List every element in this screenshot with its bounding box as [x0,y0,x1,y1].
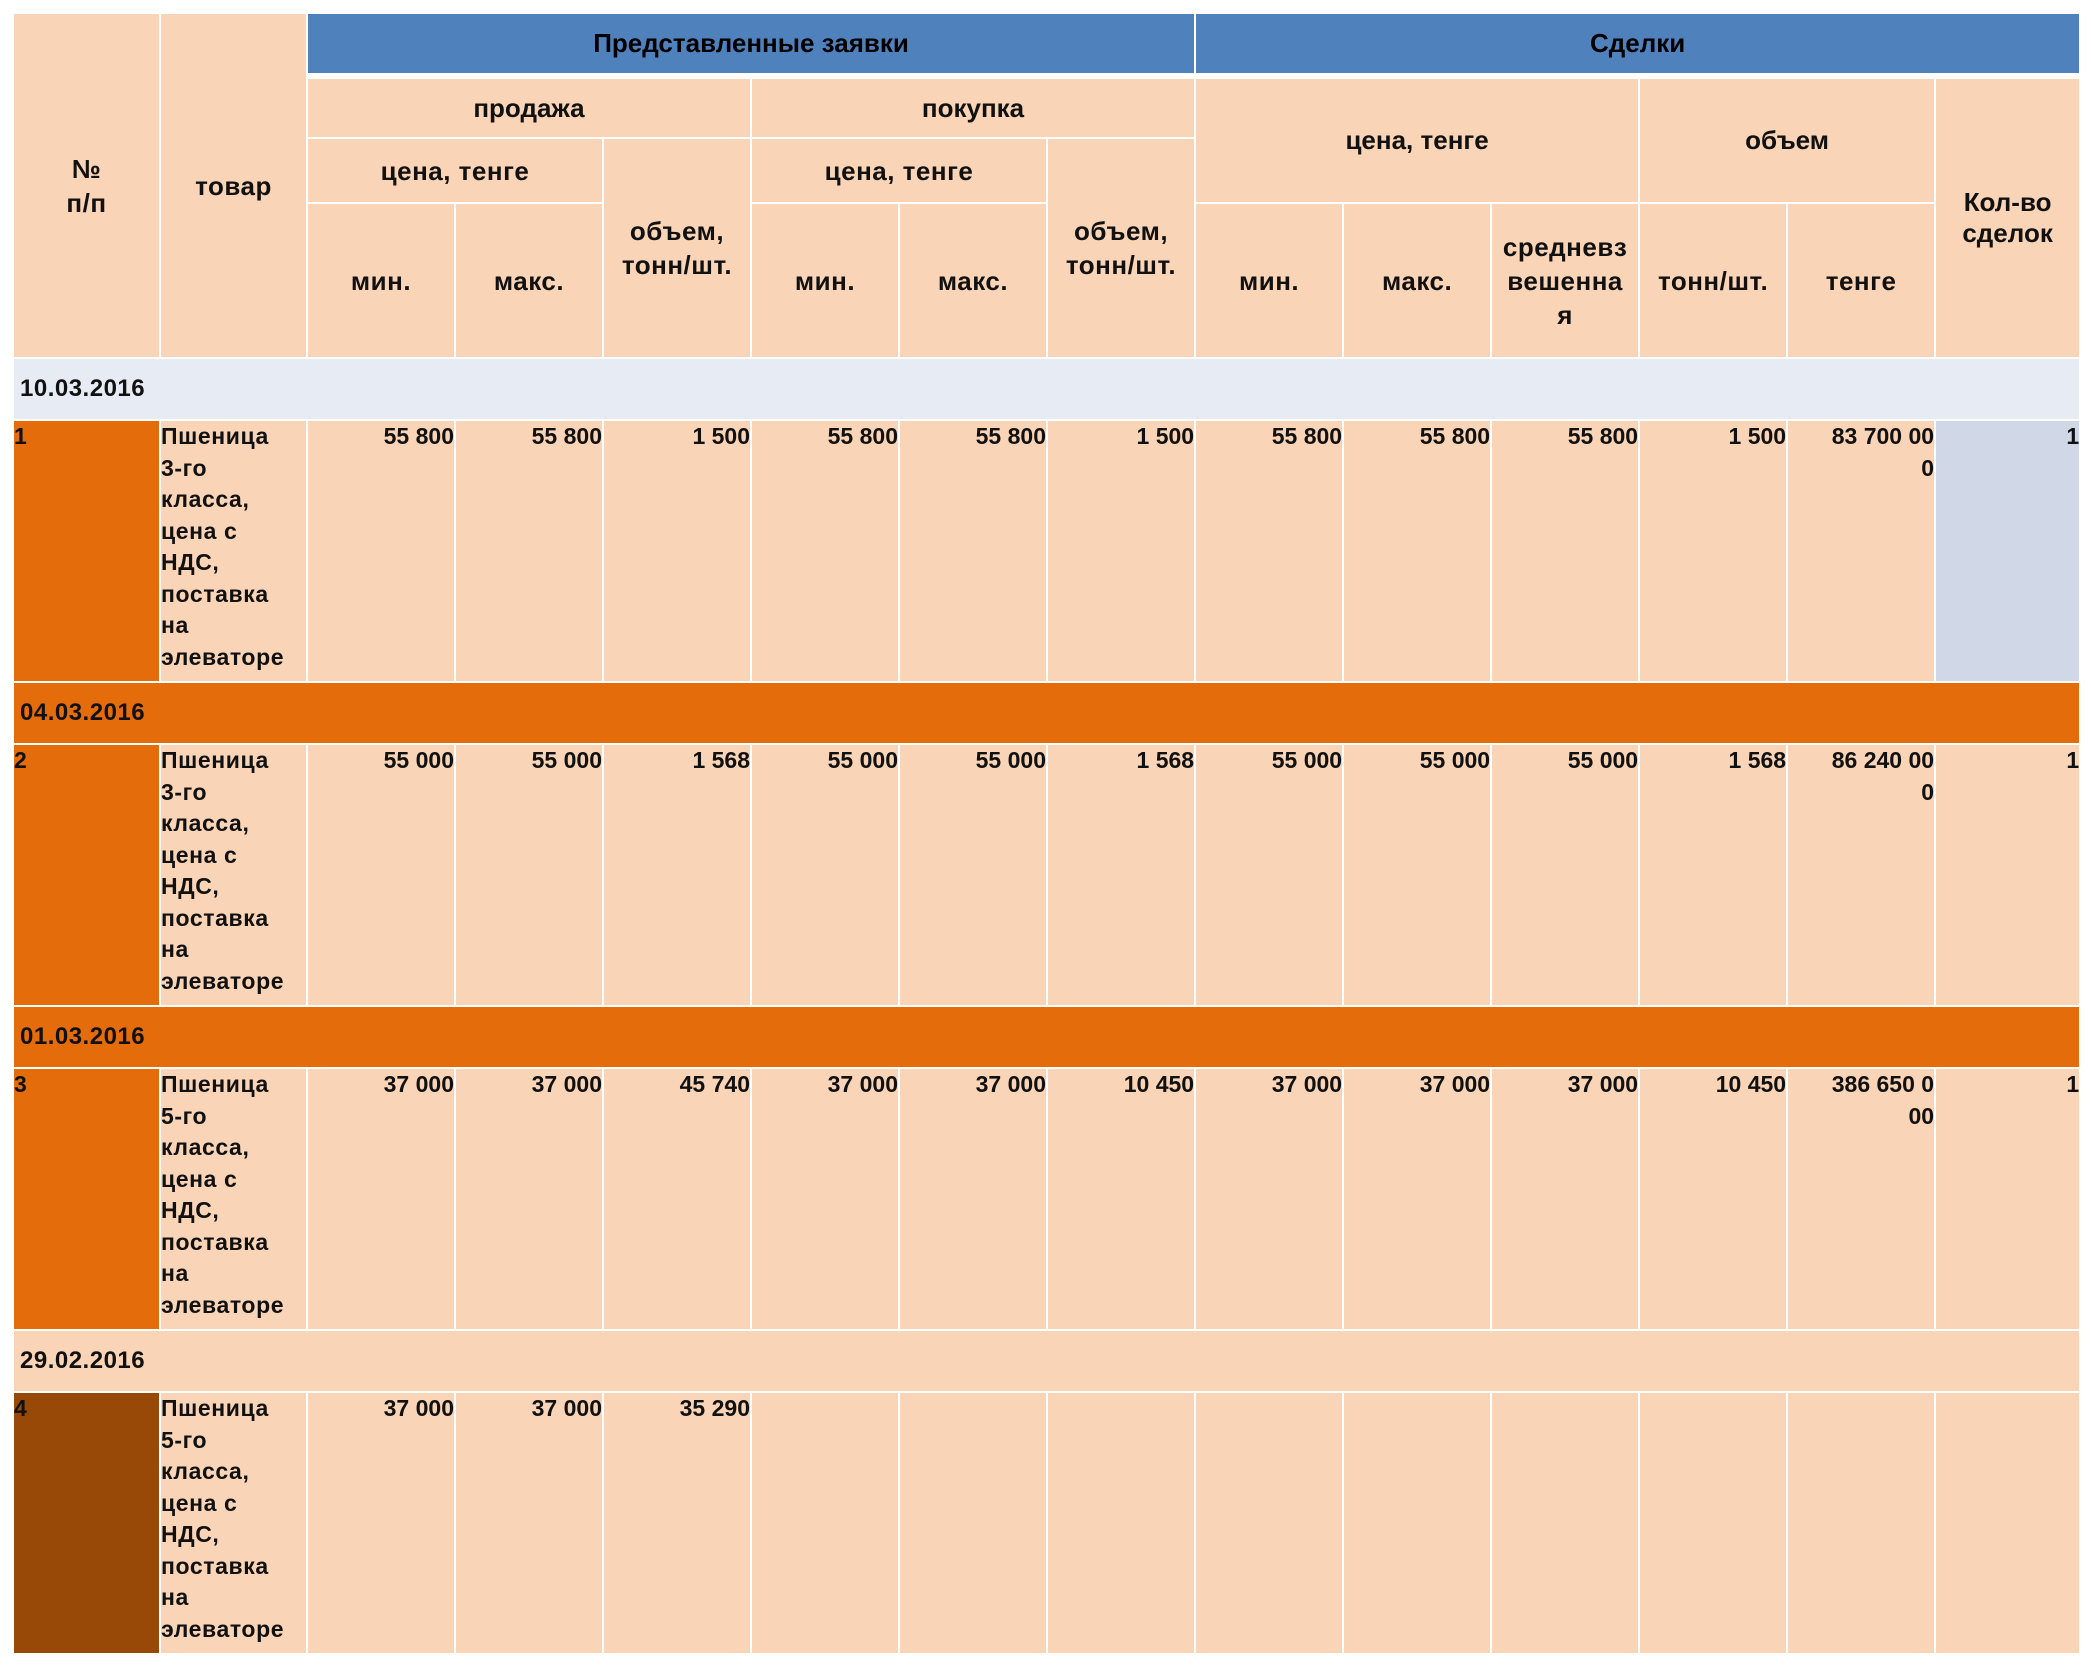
date-label: 29.02.2016 [11,1329,2082,1393]
cell-deal-max [1342,1391,1493,1655]
cell-sale-max: 37 000 [454,1067,604,1331]
header-deals: Сделки [1194,12,2082,77]
table-row: 1 Пшеница 3-го класса, цена с НДС, постав… [12,419,2082,683]
cell-deal-tonnes: 1 500 [1638,419,1789,683]
cell-deal-min [1194,1391,1345,1655]
date-label: 04.03.2016 [11,681,2082,745]
header-sale-min: мин. [306,202,456,359]
header-orders: Представленные заявки [305,12,1197,77]
table-header: № п/п товар Представленные заявки Сделки… [12,12,2082,359]
header-purchase-price: цена, тенге [750,137,1048,204]
cell-deal-min: 55 000 [1194,743,1345,1007]
cell-deal-count [1934,1391,2082,1655]
header-deal-price: цена, тенге [1194,73,1641,204]
cell-deal-tenge: 386 650 0 00 [1786,1067,1937,1331]
cell-sale-min: 37 000 [306,1391,456,1655]
header-sale-max: макс. [454,202,604,359]
trading-results-table: № п/п товар Представленные заявки Сделки… [11,12,2082,1655]
header-deal-tenge: тенге [1786,202,1937,359]
table-body: 10.03.2016 1 Пшеница 3-го класса, цена с Н… [11,357,2082,1655]
cell-purchase-min: 55 800 [750,419,900,683]
header-deal-max: макс. [1342,202,1493,359]
header-sale: продажа [306,73,752,139]
header-deal-weighted-avg: средневз вешенна я [1490,202,1641,359]
table-row: 3 Пшеница 5-го класса, цена с НДС, постав… [12,1067,2082,1331]
cell-purchase-volume [1045,1391,1197,1655]
cell-deal-max: 37 000 [1342,1067,1493,1331]
cell-purchase-max: 55 000 [898,743,1048,1007]
product-name: Пшеница 3-го класса, цена с НДС, поставк… [159,743,308,1007]
cell-deal-count: 1 [1934,743,2082,1007]
cell-purchase-min [750,1391,900,1655]
header-sale-price: цена, тенге [306,137,604,204]
header-purchase-max: макс. [898,202,1048,359]
cell-sale-max: 55 000 [454,743,604,1007]
cell-deal-max: 55 800 [1342,419,1493,683]
cell-purchase-volume: 1 568 [1045,743,1197,1007]
cell-purchase-max: 55 800 [898,419,1048,683]
row-number: 1 [12,419,161,683]
product-name: Пшеница 3-го класса, цена с НДС, поставк… [159,419,308,683]
cell-purchase-volume: 1 500 [1045,419,1197,683]
cell-deal-tonnes: 10 450 [1638,1067,1789,1331]
header-purchase: покупка [749,73,1197,139]
cell-deal-tonnes: 1 568 [1638,743,1789,1007]
cell-sale-volume: 45 740 [602,1067,752,1331]
header-purchase-volume: объем, тонн/шт. [1045,137,1197,359]
cell-purchase-min: 37 000 [750,1067,900,1331]
cell-deal-weighted-avg [1490,1391,1641,1655]
cell-sale-volume: 1 568 [602,743,752,1007]
cell-purchase-max: 37 000 [898,1067,1048,1331]
cell-deal-count: 1 [1934,1067,2082,1331]
cell-sale-max: 55 800 [454,419,604,683]
cell-deal-min: 55 800 [1194,419,1345,683]
header-sale-volume: объем, тонн/шт. [602,137,752,359]
row-number: 2 [12,743,161,1007]
cell-deal-tonnes [1638,1391,1789,1655]
header-product: товар [159,12,308,359]
cell-sale-min: 55 800 [306,419,456,683]
product-name: Пшеница 5-го класса, цена с НДС, поставк… [159,1067,308,1331]
header-deal-tonnes: тонн/шт. [1638,202,1789,359]
cell-deal-weighted-avg: 55 000 [1490,743,1641,1007]
table-row: 4 Пшеница 5-го класса, цена с НДС, постав… [12,1391,2082,1655]
row-number: 4 [12,1391,161,1655]
cell-sale-min: 37 000 [306,1067,456,1331]
row-number: 3 [12,1067,161,1331]
cell-deal-min: 37 000 [1194,1067,1345,1331]
table-row: 2 Пшеница 3-го класса, цена с НДС, постав… [12,743,2082,1007]
cell-deal-weighted-avg: 37 000 [1490,1067,1641,1331]
date-row: 29.02.2016 [11,1329,2082,1393]
cell-deal-max: 55 000 [1342,743,1493,1007]
cell-purchase-volume: 10 450 [1045,1067,1197,1331]
header-deal-min: мин. [1194,202,1345,359]
cell-sale-volume: 1 500 [602,419,752,683]
date-row: 04.03.2016 [11,681,2082,745]
cell-deal-count: 1 [1934,419,2082,683]
cell-sale-max: 37 000 [454,1391,604,1655]
cell-deal-weighted-avg: 55 800 [1490,419,1641,683]
cell-purchase-max [898,1391,1048,1655]
date-label: 10.03.2016 [11,357,2082,421]
product-name: Пшеница 5-го класса, цена с НДС, поставк… [159,1391,308,1655]
cell-deal-tenge [1786,1391,1937,1655]
header-deal-volume: объем [1638,73,1937,204]
date-row: 10.03.2016 [11,357,2082,421]
cell-sale-volume: 35 290 [602,1391,752,1655]
cell-deal-tenge: 86 240 00 0 [1786,743,1937,1007]
cell-purchase-min: 55 000 [750,743,900,1007]
header-num: № п/п [12,12,161,359]
header-deal-count: Кол-во сделок [1934,73,2082,359]
cell-deal-tenge: 83 700 00 0 [1786,419,1937,683]
header-purchase-min: мин. [750,202,900,359]
date-row: 01.03.2016 [11,1005,2082,1069]
date-label: 01.03.2016 [11,1005,2082,1069]
cell-sale-min: 55 000 [306,743,456,1007]
